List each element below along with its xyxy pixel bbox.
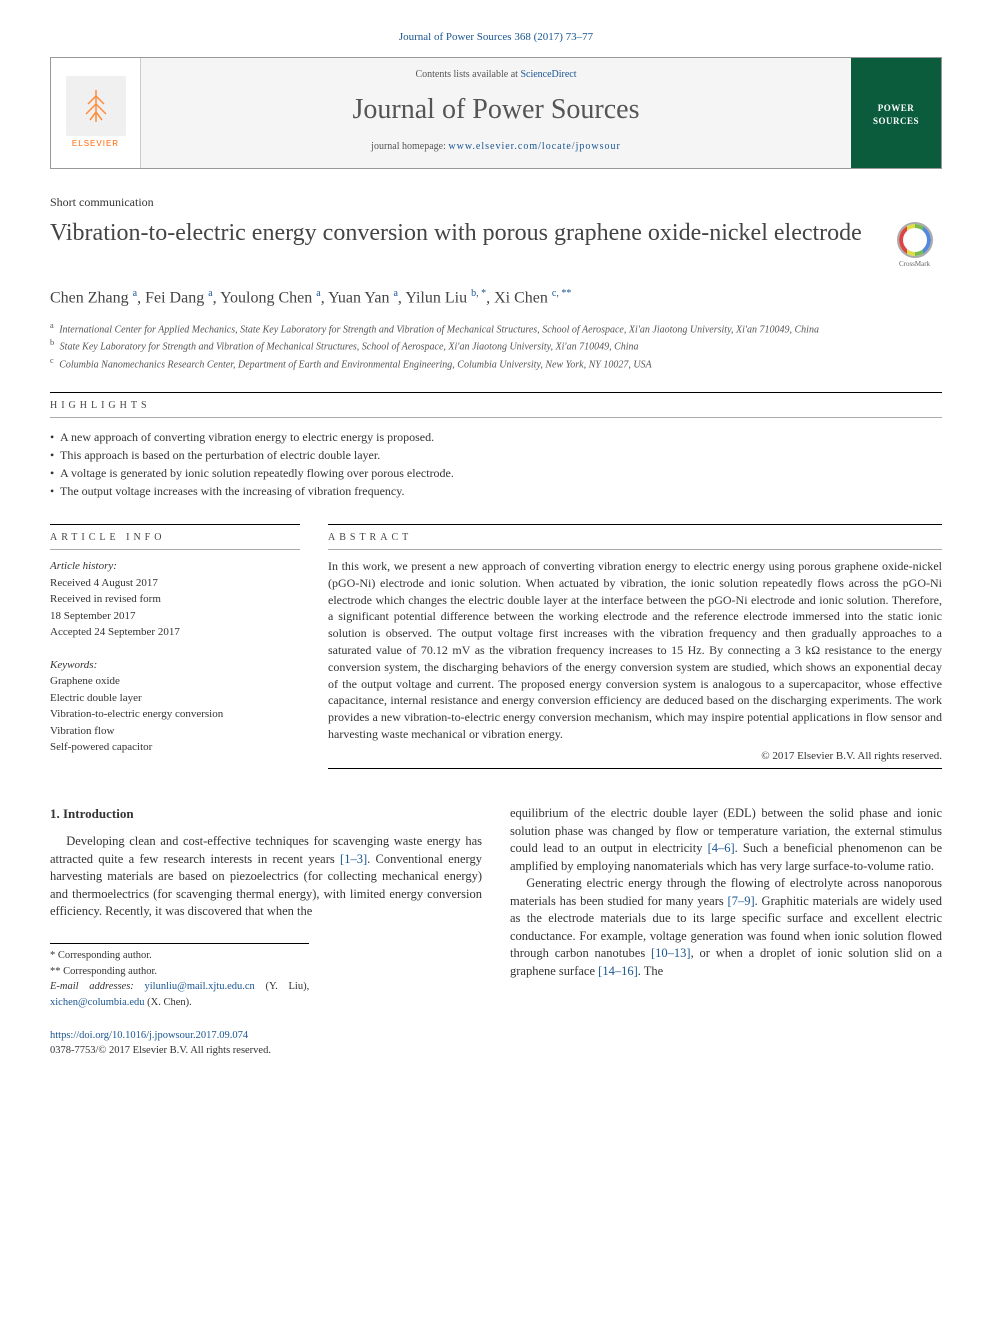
crossmark-icon xyxy=(897,222,933,258)
article-history: Article history: Received 4 August 2017 … xyxy=(50,558,300,641)
highlight-item: This approach is based on the perturbati… xyxy=(50,446,942,464)
crossmark-label: CrossMark xyxy=(899,260,930,270)
elsevier-tree-icon xyxy=(66,76,126,136)
email-name-2: (X. Chen). xyxy=(147,997,192,1008)
crossmark-badge[interactable]: CrossMark xyxy=(887,218,942,273)
contents-prefix: Contents lists available at xyxy=(415,69,520,80)
history-accepted: Accepted 24 September 2017 xyxy=(50,624,300,641)
keyword-item: Self-powered capacitor xyxy=(50,739,300,756)
intro-para-3: Generating electric energy through the f… xyxy=(510,875,942,980)
keyword-item: Electric double layer xyxy=(50,690,300,707)
publisher-logo-area: ELSEVIER xyxy=(51,58,141,167)
intro-heading: 1. Introduction xyxy=(50,805,482,823)
affiliation-item: c Columbia Nanomechanics Research Center… xyxy=(50,355,942,372)
ref-link-14-16[interactable]: [14–16] xyxy=(598,964,638,978)
affiliation-item: b State Key Laboratory for Strength and … xyxy=(50,337,942,354)
email-line: E-mail addresses: yilunliu@mail.xjtu.edu… xyxy=(50,979,309,1011)
homepage-line: journal homepage: www.elsevier.com/locat… xyxy=(141,140,851,154)
body-text: 1. Introduction Developing clean and cos… xyxy=(50,805,942,1011)
email-link-2[interactable]: xichen@columbia.edu xyxy=(50,997,145,1008)
email-link-1[interactable]: yilunliu@mail.xjtu.edu.cn xyxy=(144,981,254,992)
ref-link-1-3[interactable]: [1–3] xyxy=(340,852,367,866)
keyword-item: Vibration-to-electric energy conversion xyxy=(50,706,300,723)
article-type: Short communication xyxy=(50,194,942,211)
homepage-link[interactable]: www.elsevier.com/locate/jpowsour xyxy=(448,141,620,152)
highlight-item: A new approach of converting vibration e… xyxy=(50,428,942,446)
keywords-block: Keywords: Graphene oxideElectric double … xyxy=(50,657,300,756)
header-center: Contents lists available at ScienceDirec… xyxy=(141,58,851,167)
sciencedirect-link[interactable]: ScienceDirect xyxy=(520,69,576,80)
publisher-name: ELSEVIER xyxy=(72,138,119,149)
highlight-item: The output voltage increases with the in… xyxy=(50,482,942,500)
intro-para-2: equilibrium of the electric double layer… xyxy=(510,805,942,875)
issn-copyright: 0378-7753/© 2017 Elsevier B.V. All right… xyxy=(50,1045,271,1056)
highlight-item: A voltage is generated by ionic solution… xyxy=(50,464,942,482)
history-received: Received 4 August 2017 xyxy=(50,575,300,592)
history-label: Article history: xyxy=(50,558,300,575)
p3-post: . The xyxy=(638,964,663,978)
keywords-label: Keywords: xyxy=(50,657,300,674)
journal-header-box: ELSEVIER Contents lists available at Sci… xyxy=(50,57,942,168)
intro-para-1: Developing clean and cost-effective tech… xyxy=(50,833,482,921)
highlights-heading: highlights xyxy=(50,399,942,413)
article-title: Vibration-to-electric energy conversion … xyxy=(50,218,887,248)
abstract-text: In this work, we present a new approach … xyxy=(328,558,942,743)
email-label: E-mail addresses: xyxy=(50,981,134,992)
keyword-item: Vibration flow xyxy=(50,723,300,740)
authors-line: Chen Zhang a, Fei Dang a, Youlong Chen a… xyxy=(50,287,942,310)
history-revised-date: 18 September 2017 xyxy=(50,608,300,625)
email-name-1: (Y. Liu), xyxy=(265,981,309,992)
journal-reference: Journal of Power Sources 368 (2017) 73–7… xyxy=(50,30,942,45)
abstract-heading: abstract xyxy=(328,531,942,545)
journal-name: Journal of Power Sources xyxy=(141,90,851,129)
copyright-line: © 2017 Elsevier B.V. All rights reserved… xyxy=(328,749,942,764)
corr-author-2: ** Corresponding author. xyxy=(50,964,309,980)
article-info-heading: article info xyxy=(50,531,300,545)
affiliation-item: a International Center for Applied Mecha… xyxy=(50,320,942,337)
doi-block: https://doi.org/10.1016/j.jpowsour.2017.… xyxy=(50,1029,942,1058)
doi-link[interactable]: https://doi.org/10.1016/j.jpowsour.2017.… xyxy=(50,1030,248,1041)
ref-link-7-9[interactable]: [7–9] xyxy=(728,894,755,908)
journal-cover-thumb: POWER SOURCES xyxy=(851,58,941,167)
highlights-list: A new approach of converting vibration e… xyxy=(50,428,942,500)
ref-link-10-13[interactable]: [10–13] xyxy=(651,946,691,960)
ref-link-4-6[interactable]: [4–6] xyxy=(708,841,735,855)
history-revised: Received in revised form xyxy=(50,591,300,608)
keyword-item: Graphene oxide xyxy=(50,673,300,690)
footnotes: * Corresponding author. ** Corresponding… xyxy=(50,943,309,1011)
corr-author-1: * Corresponding author. xyxy=(50,948,309,964)
affiliations: a International Center for Applied Mecha… xyxy=(50,320,942,372)
cover-title: POWER SOURCES xyxy=(855,102,937,127)
contents-line: Contents lists available at ScienceDirec… xyxy=(141,68,851,82)
homepage-prefix: journal homepage: xyxy=(371,141,448,152)
